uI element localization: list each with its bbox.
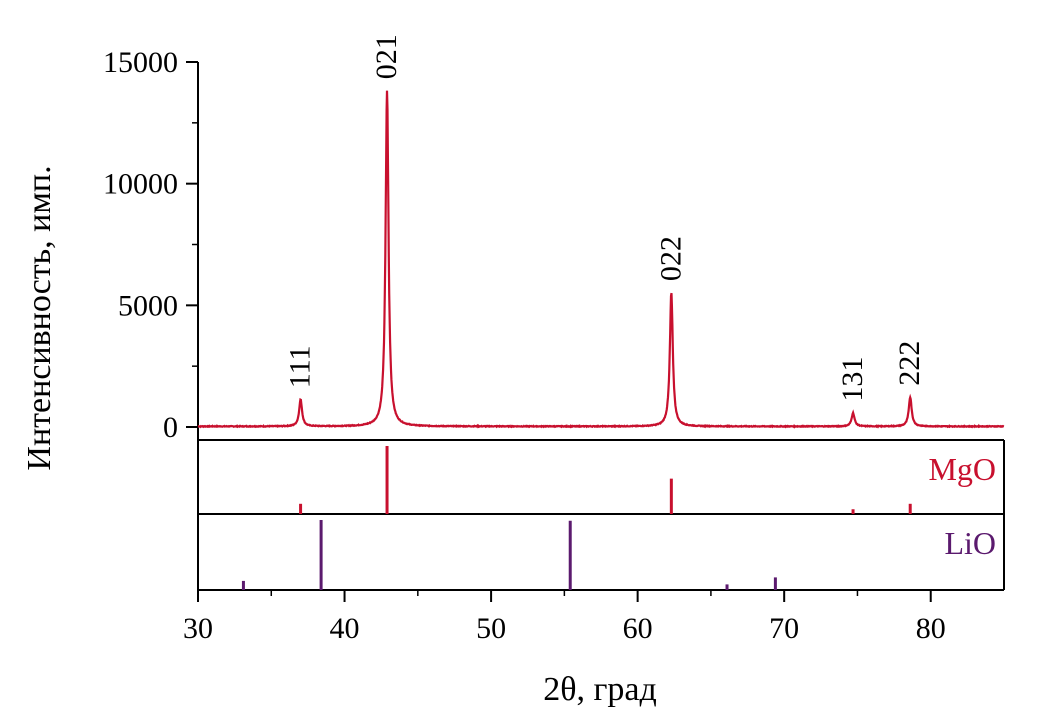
x-axis-label: 2θ, град xyxy=(543,671,657,708)
main-panel: 0 5000 10000 15000 30 40 50 60 70 80 111 021 022 131 2… xyxy=(103,34,1005,645)
reference-label-lio: LiO xyxy=(944,525,996,561)
x-tick-label: 30 xyxy=(183,612,213,645)
peak-label-022: 022 xyxy=(654,236,687,281)
xrd-pattern-line xyxy=(197,90,1005,429)
y-tick-label: 0 xyxy=(163,411,178,444)
peak-label-222: 222 xyxy=(893,341,926,386)
y-tick-label: 10000 xyxy=(103,168,178,201)
x-tick-label: 60 xyxy=(623,612,653,645)
peak-label-111: 111 xyxy=(284,345,317,388)
y-tick-label: 5000 xyxy=(118,289,178,322)
reference-mgo: MgO xyxy=(299,446,996,514)
peak-label-021: 021 xyxy=(370,34,403,79)
peak-label-131: 131 xyxy=(836,357,869,402)
x-tick-label: 40 xyxy=(330,612,360,645)
reference-lio: LiO xyxy=(241,520,996,590)
x-tick-label: 50 xyxy=(476,612,506,645)
x-tick-label: 70 xyxy=(769,612,799,645)
y-tick-label: 15000 xyxy=(103,46,178,79)
y-axis-label: Интенсивность, имп. xyxy=(21,165,58,470)
reference-label-mgo: MgO xyxy=(928,451,996,487)
x-tick-label: 80 xyxy=(916,612,946,645)
reference-panels: MgO LiO xyxy=(241,446,996,590)
